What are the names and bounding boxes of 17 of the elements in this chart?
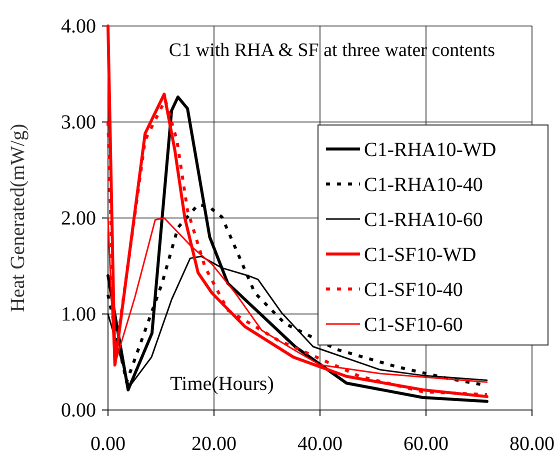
x-tick-label: 20.00 <box>192 433 236 456</box>
x-tick-label: 60.00 <box>404 433 448 456</box>
x-tick-label: 0.00 <box>90 433 126 456</box>
y-axis-title: Heat Generated(mW/g) <box>7 124 29 312</box>
legend-label: C1-RHA10-60 <box>364 209 483 231</box>
y-tick-label: 4.00 <box>61 15 96 38</box>
y-tick-label: 2.00 <box>61 207 96 230</box>
y-tick-label: 0.00 <box>61 399 96 422</box>
legend-label: C1-SF10-40 <box>364 279 463 301</box>
x-tick-label: 80.00 <box>510 433 554 456</box>
legend-label: C1-RHA10-40 <box>364 174 483 196</box>
x-tick-label: 40.00 <box>298 433 342 456</box>
legend-label: C1-SF10-60 <box>364 314 463 336</box>
legend-label: C1-RHA10-WD <box>364 139 496 161</box>
y-tick-label: 1.00 <box>61 303 96 326</box>
y-tick-label: 3.00 <box>61 111 96 134</box>
legend-label: C1-SF10-WD <box>364 244 476 266</box>
